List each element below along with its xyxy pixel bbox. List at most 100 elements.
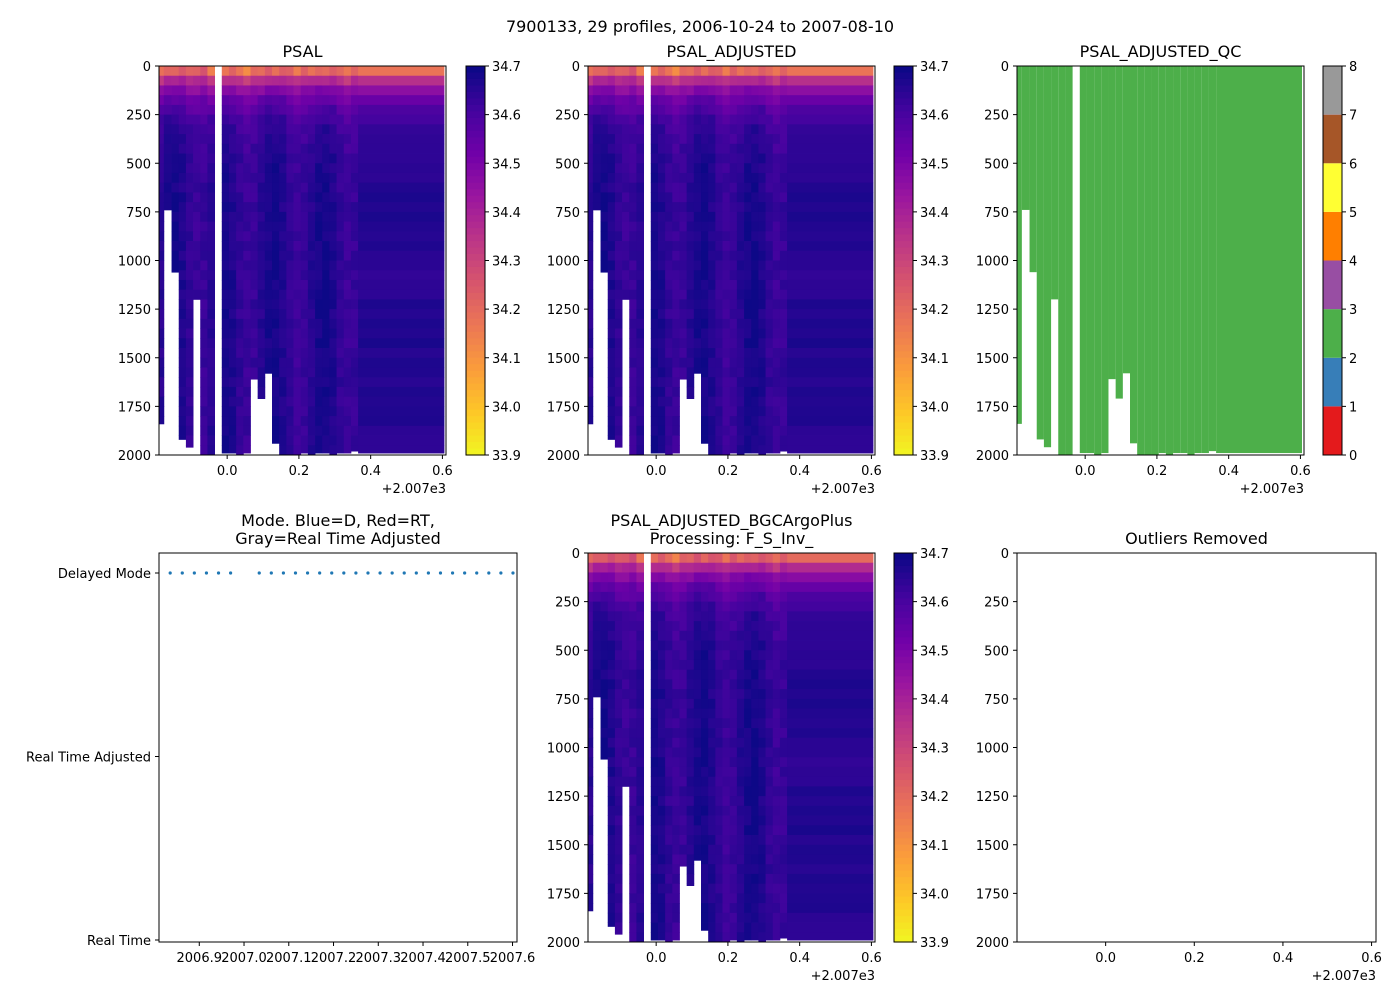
psal_adjusted-cell <box>736 260 745 271</box>
psal_bgc-cell <box>665 835 673 846</box>
psal_adjusted-cell <box>650 114 659 125</box>
psal-cell <box>293 377 302 388</box>
psal_adjusted-cell <box>751 202 759 213</box>
psal_adjusted-cell <box>787 435 874 446</box>
psal-cell <box>358 250 445 261</box>
psal-cell <box>358 396 445 407</box>
psal_bgc-cell <box>614 912 623 923</box>
psal_bgc-cell <box>708 776 716 787</box>
psal_adjusted-cell <box>744 318 752 329</box>
psal_adjusted-cell <box>614 338 623 349</box>
psal_bgc-cell <box>787 728 874 739</box>
psal-cell <box>264 153 273 164</box>
psal-cell <box>185 406 194 417</box>
psal_bgc-cell <box>679 757 688 768</box>
psal_bgc-cell <box>693 835 702 846</box>
psal-cell <box>257 357 266 368</box>
psal_adjusted-cell <box>701 124 709 135</box>
psal_adjusted-colorbar-band <box>894 416 913 424</box>
psal_bgc-cell <box>672 786 680 797</box>
psal_bgc-colorbar-band <box>894 591 913 599</box>
psal_adjusted_qc-colorbar-segment <box>1323 260 1342 310</box>
psal_bgc-cell <box>672 825 680 836</box>
psal_adjusted_qc-qc-cell <box>1017 66 1022 424</box>
mode-point <box>499 571 503 575</box>
psal_adjusted-cell <box>636 241 645 252</box>
psal_adjusted-cell <box>657 75 666 86</box>
psal_adjusted-cell <box>736 396 745 407</box>
psal-cell <box>329 192 337 203</box>
psal_adjusted-cell <box>701 85 709 96</box>
psal-cell <box>257 202 266 213</box>
psal-cell <box>343 153 352 164</box>
psal_adjusted-cell <box>600 114 609 125</box>
psal-cell <box>343 104 352 116</box>
psal_bgc-cell <box>729 786 738 797</box>
psal-cell <box>159 416 165 425</box>
psal_adjusted-cell <box>722 348 731 359</box>
psal_adjusted-cell <box>672 85 680 96</box>
psal-cell <box>322 425 330 436</box>
psal_bgc-cell <box>779 912 788 923</box>
psal_bgc-cell <box>744 562 752 573</box>
psal_bgc-cell <box>588 640 594 651</box>
psal-cell <box>228 143 237 154</box>
psal-cell <box>264 250 273 261</box>
psal_bgc-cell <box>622 747 630 758</box>
psal_bgc-cell <box>736 650 745 661</box>
psal-cell <box>272 328 280 339</box>
psal_bgc-cell <box>607 562 616 573</box>
psal-cell <box>307 143 316 154</box>
psal_adjusted-cell <box>729 270 738 281</box>
psal_adjusted-cell <box>622 231 630 242</box>
psal_adjusted-cell <box>701 279 709 291</box>
psal_adjusted-cell <box>729 289 738 300</box>
psal_adjusted-cell <box>592 104 601 116</box>
psal_bgc-cell <box>708 873 716 885</box>
psal-cell <box>200 182 208 193</box>
psal_adjusted-cell <box>758 435 766 446</box>
psal_adjusted-cell <box>636 328 645 339</box>
psal_adjusted-cell <box>622 289 630 300</box>
psal_bgc-colorbar-band <box>894 695 913 703</box>
psal_bgc-cell <box>736 689 745 700</box>
psal_bgc-cell <box>772 562 781 573</box>
psal-cell <box>293 143 302 154</box>
psal_bgc-cell <box>715 883 723 894</box>
psal_adjusted-cell <box>607 299 616 310</box>
psal-cell <box>243 124 251 135</box>
psal_bgc-cell <box>729 766 738 778</box>
psal_bgc-colorbar-band <box>894 604 913 612</box>
psal_bgc-cell <box>650 854 659 865</box>
psal_adjusted_qc-qc-cell <box>1180 66 1188 454</box>
psal-cell <box>358 124 445 135</box>
psal_bgc-cell <box>588 698 594 709</box>
mode-xtick-label: 2007.3 <box>356 951 402 966</box>
psal_bgc-cell <box>787 932 874 941</box>
psal_adjusted-cell <box>736 338 745 349</box>
psal_adjusted-cell <box>729 318 738 329</box>
psal_bgc-colorbar-band <box>894 578 913 587</box>
psal_adjusted-cell <box>715 85 723 96</box>
psal-cell <box>358 318 445 329</box>
psal-cell <box>200 104 208 116</box>
psal-cell <box>286 202 294 213</box>
psal_bgc-cell <box>614 766 623 778</box>
psal_adjusted-cell <box>679 221 688 232</box>
psal_adjusted-cell <box>686 396 695 399</box>
psal_adjusted-colorbar-band <box>894 409 913 417</box>
psal-cell <box>200 250 208 261</box>
psal_adjusted-colorbar-band <box>894 104 913 112</box>
psal-cell <box>200 85 208 96</box>
psal-cell <box>236 328 244 339</box>
psal-cell <box>322 192 330 203</box>
psal_bgc-cell <box>588 786 594 797</box>
psal_adjusted-cell <box>665 386 673 398</box>
psal-colorbar-band <box>466 292 485 300</box>
psal_bgc-cell <box>722 572 731 583</box>
psal-cell <box>171 270 180 273</box>
psal_bgc-cell <box>592 582 601 593</box>
psal-colorbar-band <box>466 78 485 87</box>
psal_adjusted-cell <box>765 299 774 310</box>
psal_adjusted-cell <box>744 416 752 427</box>
